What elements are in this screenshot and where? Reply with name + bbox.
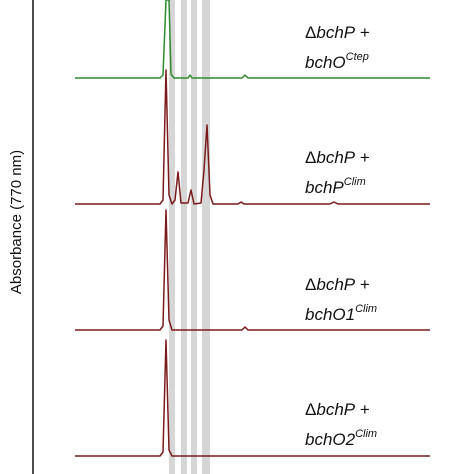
label-line-1: ΔbchP + [305, 148, 370, 167]
delta: Δ [305, 23, 316, 42]
band [202, 0, 210, 474]
delta: Δ [305, 400, 316, 419]
label-line-2: bchOCtep [305, 51, 369, 72]
gene: bchP [316, 148, 355, 167]
trace [75, 69, 430, 205]
plus: + [355, 148, 370, 167]
trace [75, 0, 430, 79]
gene: bchO1 [305, 305, 355, 324]
gene: bchP [305, 178, 344, 197]
gene: bchO [305, 53, 346, 72]
plus: + [355, 23, 370, 42]
label-line-2: bchO2Clim [305, 428, 377, 449]
label-line-1: ΔbchP + [305, 275, 370, 294]
band [169, 0, 175, 474]
band [181, 0, 187, 474]
superscript: Clim [355, 303, 377, 315]
label-line-1: ΔbchP + [305, 400, 370, 419]
label-line-2: bchO1Clim [305, 303, 377, 324]
superscript: Ctep [346, 51, 369, 63]
gene: bchP [316, 23, 355, 42]
gene: bchP [316, 400, 355, 419]
delta: Δ [305, 148, 316, 167]
delta: Δ [305, 275, 316, 294]
trace [75, 209, 430, 331]
gene: bchP [316, 275, 355, 294]
gene: bchO2 [305, 430, 356, 449]
band [191, 0, 197, 474]
label-line-1: ΔbchP + [305, 23, 370, 42]
retention-bands [169, 0, 210, 474]
label-line-2: bchPClim [305, 176, 366, 197]
y-axis-label: Absorbance (770 nm) [8, 150, 25, 294]
superscript: Clim [355, 428, 377, 440]
superscript: Clim [344, 176, 366, 188]
plus: + [355, 275, 370, 294]
plus: + [355, 400, 370, 419]
trace [75, 339, 430, 457]
